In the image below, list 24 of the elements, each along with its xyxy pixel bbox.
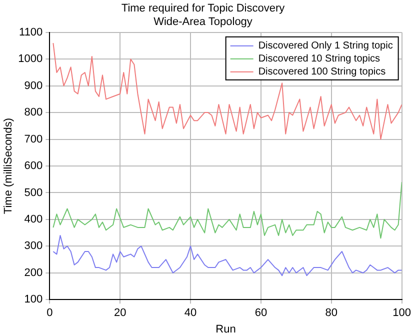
y-tick-label: 800: [24, 106, 43, 119]
legend-label: Discovered 10 String topics: [258, 54, 380, 65]
legend-label: Discovered 100 String topics: [258, 66, 386, 78]
y-tick-label: 900: [24, 80, 43, 92]
x-tick-label: 100: [392, 307, 412, 320]
y-tick-label: 100: [24, 294, 43, 306]
y-tick-label: 400: [24, 213, 43, 226]
x-tick-label: 0: [46, 307, 53, 320]
x-tick-label: 40: [184, 307, 197, 320]
y-tick-label: 300: [24, 240, 43, 252]
x-tick-label: 60: [254, 307, 268, 320]
x-tick-label: 20: [114, 307, 126, 320]
chart-subtitle: Wide-Area Topology: [154, 16, 253, 28]
y-tick-label: 200: [24, 266, 43, 279]
y-tick-label: 700: [24, 133, 43, 146]
y-tick-label: 500: [24, 186, 43, 199]
y-axis-title: Time (milliSeconds): [2, 118, 15, 214]
y-tick-label: 1000: [18, 53, 43, 66]
y-tick-label: 1100: [19, 26, 43, 38]
x-tick-label: 80: [325, 307, 338, 320]
chart-title: Time required for Topic Discovery: [121, 2, 286, 15]
x-axis-title: Run: [216, 323, 236, 336]
legend-label: Discovered Only 1 String topic: [258, 40, 393, 52]
y-tick-label: 600: [24, 160, 43, 172]
